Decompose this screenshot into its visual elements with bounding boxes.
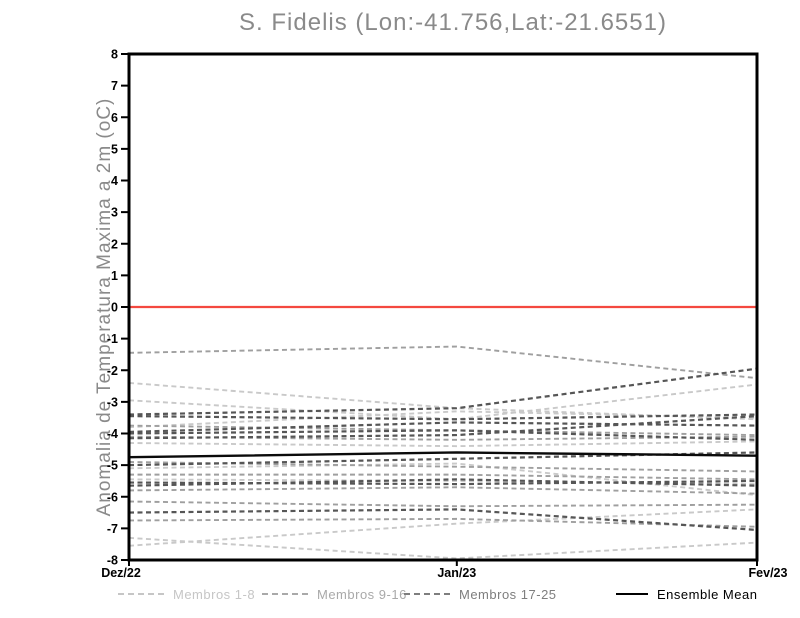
member-line <box>128 415 758 440</box>
member-line <box>128 486 758 495</box>
member-line <box>128 536 758 560</box>
member-line <box>128 508 758 547</box>
legend-label: Ensemble Mean <box>657 586 758 602</box>
member-line <box>128 517 758 528</box>
member-line <box>128 429 758 441</box>
y-tick-label: 8 <box>111 48 118 62</box>
y-tick-label: -2 <box>107 364 118 378</box>
member-line <box>128 478 758 487</box>
ensemble-mean-line <box>128 451 758 459</box>
member-line <box>128 413 758 421</box>
chart-title: S. Fidelis (Lon:-41.756,Lat:-21.6551) <box>239 9 667 36</box>
member-line <box>128 500 758 508</box>
member-line <box>128 381 758 421</box>
y-tick-label: 0 <box>111 301 118 315</box>
legend-item-membros-1-8: Membros 1-8 <box>118 585 255 603</box>
y-tick-label: -4 <box>107 427 118 441</box>
legend-label: Membros 17-25 <box>459 586 557 602</box>
legend: Membros 1-8 Membros 9-16 Membros 17-25 E… <box>0 585 800 607</box>
member-line <box>128 440 758 448</box>
y-tick-label: 6 <box>111 111 118 125</box>
y-tick-label: 2 <box>111 237 118 251</box>
legend-dashed-line-sample <box>262 593 308 595</box>
x-tick-label: Fev/23 <box>749 566 788 580</box>
y-tick-label: 3 <box>111 206 118 220</box>
x-tick-label: Dez/22 <box>101 566 141 580</box>
member-line <box>128 383 758 421</box>
legend-label: Membros 9-16 <box>317 586 407 602</box>
legend-solid-line-sample <box>616 593 648 595</box>
y-tick-label: -5 <box>107 459 118 473</box>
y-tick-label: -8 <box>107 554 118 568</box>
member-line <box>128 421 758 434</box>
legend-label: Membros 1-8 <box>173 586 256 602</box>
legend-item-membros-9-16: Membros 9-16 <box>262 585 407 603</box>
x-tick-label: Jan/23 <box>437 566 476 580</box>
member-line <box>129 473 758 481</box>
y-tick-label: 5 <box>111 142 118 156</box>
member-line <box>128 508 758 532</box>
member-line <box>128 367 758 416</box>
y-tick-label: -1 <box>107 332 118 346</box>
y-tick-label: -3 <box>107 395 118 409</box>
legend-dashed-line-sample <box>404 593 450 595</box>
y-tick-label: 7 <box>111 79 118 93</box>
legend-item-ensemble-mean: Ensemble Mean <box>616 585 757 603</box>
legend-dashed-line-sample <box>118 593 164 595</box>
member-line <box>128 479 758 486</box>
y-tick-label: -6 <box>107 490 118 504</box>
legend-item-membros-17-25: Membros 17-25 <box>404 585 557 603</box>
member-line <box>128 461 758 473</box>
y-tick-label: 1 <box>111 269 118 283</box>
member-line <box>128 345 758 380</box>
y-tick-label: 4 <box>111 174 118 188</box>
y-tick-label: -7 <box>107 522 118 536</box>
